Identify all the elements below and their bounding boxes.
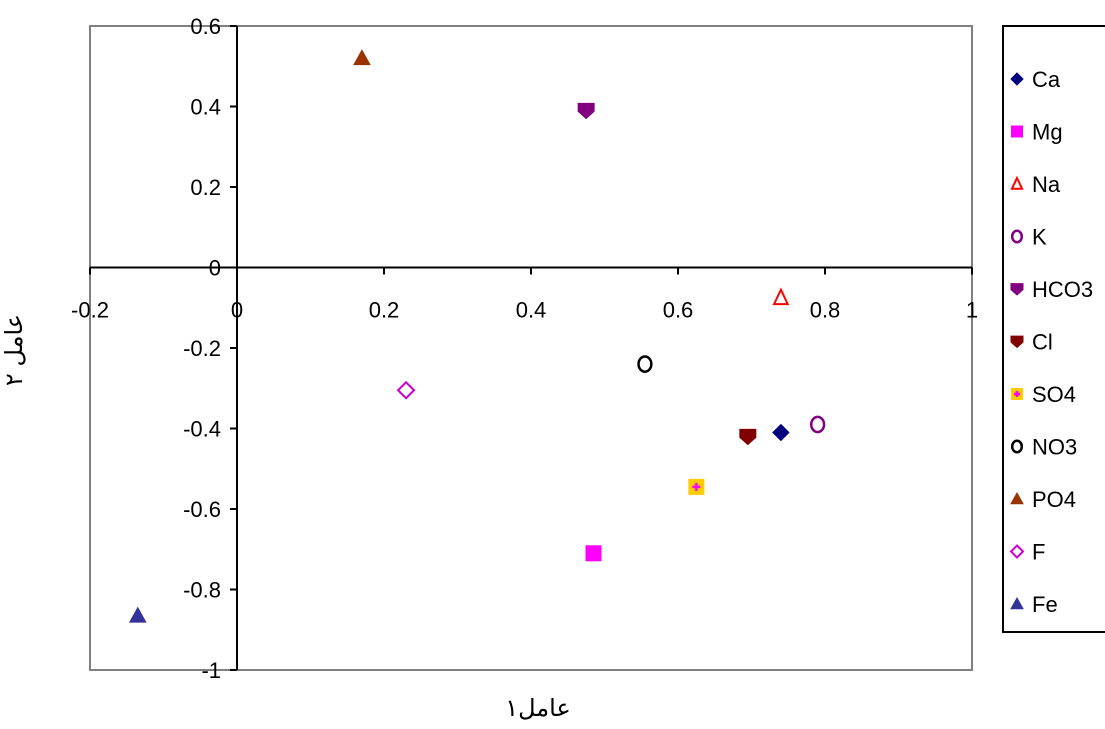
tick-labels: -0.2 0 0.2 0.4 0.6 0.8 1 0.6 0.4 0.2 0 -0.2 -0.4 -0.6… xyxy=(71,14,978,683)
data-point-no3 xyxy=(637,355,653,373)
y-axis-title: عامل ۲ xyxy=(1,314,28,386)
y-tick-label: -0.4 xyxy=(183,417,221,442)
legend-marker xyxy=(1011,388,1023,400)
legend-marker xyxy=(1010,229,1024,244)
legend-label: PO4 xyxy=(1032,487,1076,512)
legend-item-hco3: HCO3 xyxy=(1010,277,1093,302)
x-tick-label: -0.2 xyxy=(71,298,109,323)
legend-marker xyxy=(1010,175,1024,190)
data-point-na xyxy=(772,287,790,306)
x-tick-label: 1 xyxy=(966,298,978,323)
legend-marker xyxy=(1010,283,1024,296)
data-point-f xyxy=(396,380,416,400)
y-tick-label: 0.2 xyxy=(190,175,221,200)
legend-marker xyxy=(1010,491,1024,505)
legend-item-k: K xyxy=(1010,225,1047,250)
legend-box xyxy=(1002,25,1105,633)
legend-marker xyxy=(1010,335,1024,349)
legend-item-fe: Fe xyxy=(1010,592,1058,617)
legend-label: Cl xyxy=(1032,330,1053,355)
y-tick-label: -0.2 xyxy=(183,336,221,361)
legend-marker xyxy=(1010,72,1024,86)
legend-label: SO4 xyxy=(1032,382,1076,407)
legend-item-na: Na xyxy=(1010,172,1061,197)
legend-marker xyxy=(1010,596,1024,610)
legend-item-po4: PO4 xyxy=(1010,487,1076,512)
x-tick-label: 0.8 xyxy=(810,298,841,323)
legend-item-f: F xyxy=(1009,540,1045,565)
plot-area xyxy=(89,25,973,671)
legend-label: Mg xyxy=(1032,120,1063,145)
legend-marker xyxy=(1010,439,1024,454)
x-tick-label: 0 xyxy=(231,298,243,323)
legend-label: NO3 xyxy=(1032,435,1077,460)
x-axis-title: عامل۱ xyxy=(505,695,571,722)
data-point-mg xyxy=(585,545,602,562)
x-tick-label: 0.2 xyxy=(369,298,400,323)
y-tick-label: -0.6 xyxy=(183,497,221,522)
legend-item-no3: NO3 xyxy=(1010,435,1077,460)
data-point-hco3 xyxy=(577,102,595,120)
legend-item-cl: Cl xyxy=(1010,330,1053,355)
data-point-k xyxy=(810,415,826,434)
axes xyxy=(89,25,973,671)
y-tick-label: 0 xyxy=(209,256,221,281)
data-point-fe xyxy=(128,606,147,623)
y-tick-label: -1 xyxy=(201,658,221,683)
legend-marker xyxy=(1011,125,1023,138)
legend-label: Ca xyxy=(1032,67,1061,92)
x-tick-label: 0.4 xyxy=(516,298,547,323)
y-tick-label: 0.6 xyxy=(190,14,221,39)
legend-label: F xyxy=(1032,540,1045,565)
legend-label: K xyxy=(1032,225,1047,250)
legend-label: Fe xyxy=(1032,592,1058,617)
legend-label: Na xyxy=(1032,172,1061,197)
data-point-cl xyxy=(739,428,757,446)
legend-label: HCO3 xyxy=(1032,277,1093,302)
legend-item-mg: Mg xyxy=(1011,120,1063,145)
y-tick-label: -0.8 xyxy=(183,578,221,603)
data-points xyxy=(128,49,826,623)
data-point-so4 xyxy=(688,478,705,495)
legend-item-so4: SO4 xyxy=(1011,382,1076,407)
data-point-po4 xyxy=(353,49,371,66)
legend-marker xyxy=(1009,544,1025,559)
legend: Ca Mg Na K HCO3 Cl SO4 NO3 PO4 F Fe xyxy=(1002,25,1105,633)
x-tick-label: 0.6 xyxy=(663,298,694,323)
data-point-ca xyxy=(772,423,790,442)
legend-item-ca: Ca xyxy=(1010,67,1061,92)
y-tick-label: 0.4 xyxy=(190,95,221,120)
